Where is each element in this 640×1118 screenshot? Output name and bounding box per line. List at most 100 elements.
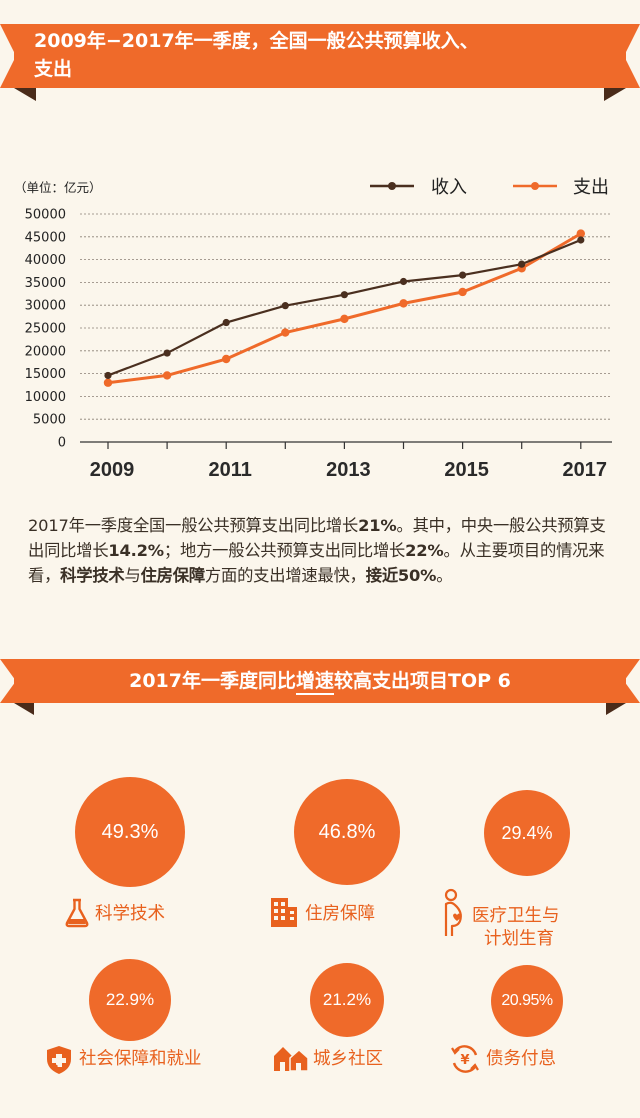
unit-label: （单位：亿元） <box>14 180 102 195</box>
item-label: 债务付息 <box>486 1049 556 1069</box>
data-point <box>104 371 112 380</box>
summary-text: 与 <box>124 566 141 585</box>
data-point <box>458 287 467 297</box>
series-line <box>107 238 582 377</box>
data-point <box>399 299 408 308</box>
axes: 0 5000 10000 15000 20000 25000 30000 35000 40000… <box>25 208 612 481</box>
y-tick-label: 50000 <box>25 208 66 223</box>
x-tick-label: 2011 <box>209 459 252 481</box>
top6-title-underlined: 增速 <box>296 670 335 695</box>
y-tick-label: 15000 <box>25 367 66 382</box>
y-tick-label: 25000 <box>25 322 66 337</box>
item-value: 21.2% <box>322 990 372 1009</box>
flask-icon <box>65 898 89 928</box>
summary-text: 。其中，中央一般公共预算支出同比增长 <box>28 516 606 560</box>
legend-marker <box>531 182 539 190</box>
data-point <box>518 260 526 268</box>
item-value: 22.9% <box>105 990 155 1009</box>
ribbon-body <box>14 24 626 88</box>
header-banner: 2009年−2017年一季度，全国一般公共预算收入、 支出 <box>0 0 640 104</box>
ribbon-body <box>14 659 626 703</box>
item-label-line2: 计划生育 <box>484 929 554 949</box>
top6-title-post: 较高支出项目TOP 6 <box>334 670 511 692</box>
data-point <box>222 318 230 327</box>
summary-text: 2017年一季度全国一般公共预算支出同比增长 <box>28 516 359 535</box>
summary-highlight: 接近50% <box>365 566 437 585</box>
summary-text: 方面的支出增速最快， <box>204 566 366 585</box>
legend-label: 收入 <box>431 177 467 198</box>
ribbon-tail-left <box>0 24 16 88</box>
item-value: 49.3% <box>101 820 159 843</box>
value-circle: 49.3% <box>75 777 185 887</box>
building-icon <box>271 898 297 927</box>
x-tick-label: 2017 <box>563 459 608 481</box>
top6-title: 2017年一季度同比增速较高支出项目TOP 6 <box>0 667 640 695</box>
page-title-line1: 2009年−2017年一季度，全国一般公共预算收入、 <box>34 30 479 52</box>
item-label-line1: 医疗卫生与 <box>472 906 560 926</box>
svg-text:¥: ¥ <box>460 1053 469 1068</box>
item-value: 29.4% <box>501 822 553 843</box>
y-tick-label: 30000 <box>25 299 66 314</box>
y-tick-label: 45000 <box>25 230 66 245</box>
ribbon-tail-right <box>624 659 640 703</box>
top6-title-pre: 2017年一季度同比 <box>129 670 296 692</box>
value-circle: 22.9% <box>89 959 171 1041</box>
value-circle: 20.95% <box>491 965 563 1037</box>
data-point <box>162 371 172 380</box>
top6-banner: 2017年一季度同比增速较高支出项目TOP 6 <box>0 655 640 717</box>
y-tick-label: 5000 <box>33 413 66 428</box>
x-tick-label: 2009 <box>90 459 135 481</box>
summary-highlight: 科学技术 <box>60 566 125 585</box>
x-tick-label: 2015 <box>444 459 489 481</box>
summary-highlight: 22% <box>405 541 444 560</box>
houses-icon <box>274 1047 309 1072</box>
legend: 收入 支出 <box>370 177 609 198</box>
item-label: 科学技术 <box>95 904 165 924</box>
ribbon-fold-left <box>14 703 34 715</box>
data-point <box>577 236 585 244</box>
y-tick-label: 20000 <box>25 344 66 359</box>
ribbon-fold-right <box>606 703 626 715</box>
summary-text: 。从主要项目的情况来看， <box>28 541 605 585</box>
value-circle: 46.8% <box>294 779 400 885</box>
ribbon-tail-left <box>0 659 16 703</box>
item-value: 46.8% <box>318 820 376 843</box>
page-title: 2009年−2017年一季度，全国一般公共预算收入、 支出 <box>34 27 479 83</box>
ribbon-tail-right <box>624 24 640 88</box>
data-point <box>222 354 231 364</box>
legend-marker <box>388 182 396 190</box>
data-point <box>340 291 348 299</box>
y-tick-label: 10000 <box>25 390 66 405</box>
y-tick-label: 0 <box>58 436 66 451</box>
item-label: 城乡社区 <box>313 1049 383 1069</box>
series <box>103 229 585 387</box>
item-label: 社会保障和就业 <box>79 1049 202 1069</box>
data-point <box>576 229 585 238</box>
ribbon-fold-right <box>604 88 626 101</box>
data-point <box>281 302 289 310</box>
summary-highlight: 住房保障 <box>140 566 206 585</box>
summary-paragraph: 2017年一季度全国一般公共预算支出同比增长21%。其中，中央一般公共预算支出同… <box>28 513 618 588</box>
item-label: 医疗卫生与 计划生育 <box>472 905 560 951</box>
medical-shield-icon <box>47 1046 71 1074</box>
data-point <box>340 314 349 324</box>
summary-highlight: 21% <box>358 516 397 535</box>
summary-text: 。 <box>436 566 453 585</box>
summary-text: ；地方一般公共预算支出同比增长 <box>163 541 406 560</box>
item-value: 20.95% <box>501 992 553 1009</box>
data-point <box>281 328 290 337</box>
summary-highlight: 14.2% <box>108 541 164 560</box>
data-point <box>163 349 171 357</box>
y-tick-label: 40000 <box>25 253 66 268</box>
yen-cycle-icon: ¥ <box>451 1045 479 1073</box>
ribbon-fold-left <box>14 88 36 101</box>
value-circle: 29.4% <box>484 790 570 876</box>
page-title-line2: 支出 <box>34 58 73 80</box>
series-line <box>107 232 582 385</box>
value-circle: 21.2% <box>310 963 384 1037</box>
x-tick-label: 2013 <box>326 459 371 481</box>
legend-label: 支出 <box>573 177 609 198</box>
pregnant-woman-icon <box>444 888 462 936</box>
y-tick-label: 35000 <box>25 276 66 291</box>
item-label: 住房保障 <box>305 904 375 924</box>
